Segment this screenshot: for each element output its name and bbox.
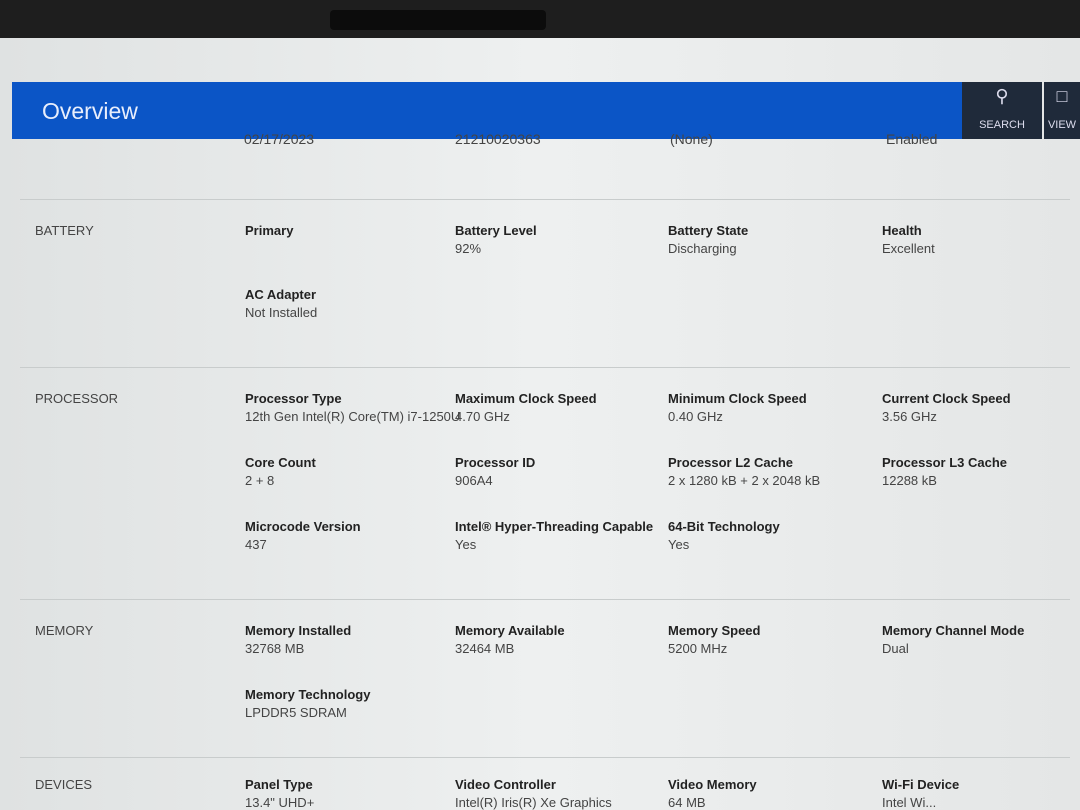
info-value: 2 + 8 (245, 473, 275, 488)
info-key: AC Adapter (245, 287, 317, 302)
info-value: Intel Wi... (882, 795, 937, 810)
info-value: 2 x 1280 kB + 2 x 2048 kB (668, 473, 821, 488)
info-item: Processor L3 Cache 12288 kB (882, 456, 1080, 488)
info-key: Processor Type (245, 391, 342, 406)
view-label: VIEW (1047, 119, 1077, 131)
info-value: Not Installed (245, 305, 318, 320)
info-value: 0.40 GHz (668, 409, 723, 424)
info-item: Wi-Fi Device Intel Wi... (882, 778, 1080, 810)
info-value: 4.70 GHz (455, 409, 510, 424)
section-devices: DEVICES Panel Type 13.4" UHD+ Video Control… (20, 757, 1070, 810)
info-item: Core Count 2 + 8 (245, 456, 475, 488)
info-key: Video Memory (668, 777, 757, 792)
screen: Overview ⚲ SEARCH □ VIEW 02/17/2023 2121… (0, 38, 1080, 810)
screen-bezel (0, 0, 1080, 38)
info-item: 64-Bit Technology Yes (668, 520, 878, 552)
info-key: Primary (245, 223, 294, 238)
info-key: 64-Bit Technology (668, 519, 780, 534)
page-title: Overview (42, 98, 138, 124)
info-item: Primary (245, 224, 475, 242)
info-value: Yes (455, 537, 477, 552)
info-item: Battery State Discharging (668, 224, 878, 256)
info-key: Intel® Hyper-Threading Capable (455, 519, 654, 534)
info-item: Processor Type 12th Gen Intel(R) Core(TM)… (245, 392, 475, 424)
info-key: Microcode Version (245, 519, 361, 534)
view-icon: □ (1056, 86, 1068, 106)
info-item: Processor L2 Cache 2 x 1280 kB + 2 x 2048… (668, 456, 878, 488)
info-key: Current Clock Speed (882, 391, 1011, 406)
info-item: Microcode Version 437 (245, 520, 475, 552)
info-key: Core Count (245, 455, 316, 470)
info-item: AC Adapter Not Installed (245, 288, 475, 320)
info-item: Memory Channel Mode Dual (882, 624, 1080, 656)
camera-notch (330, 10, 546, 30)
info-key: Processor L3 Cache (882, 455, 1008, 470)
info-value: 92% (455, 241, 482, 256)
info-value: Excellent (882, 241, 935, 256)
info-key: Panel Type (245, 777, 313, 792)
cut-value: 02/17/2023 (244, 131, 315, 147)
info-key: Health (882, 223, 922, 238)
search-label: SEARCH (979, 119, 1025, 131)
info-item: Processor ID 906A4 (455, 456, 665, 488)
info-item: Memory Installed 32768 MB (245, 624, 475, 656)
info-key: Memory Channel Mode (882, 623, 1025, 638)
info-item: Memory Technology LPDDR5 SDRAM (245, 688, 475, 720)
info-value: Intel(R) Iris(R) Xe Graphics (455, 795, 612, 810)
info-item: Health Excellent (882, 224, 1080, 256)
section-battery: BATTERY Primary Battery Level 92% Battery St… (20, 199, 1070, 367)
info-key: Memory Speed (668, 623, 761, 638)
info-item: Current Clock Speed 3.56 GHz (882, 392, 1080, 424)
section-memory: MEMORY Memory Installed 32768 MB Memory Ava… (20, 599, 1070, 757)
section-label: MEMORY (35, 623, 94, 638)
info-value: 64 MB (668, 795, 706, 810)
section-label: PROCESSOR (35, 391, 119, 406)
info-item: Minimum Clock Speed 0.40 GHz (668, 392, 878, 424)
info-item: Panel Type 13.4" UHD+ (245, 778, 475, 810)
info-item: Video Controller Intel(R) Iris(R) Xe Grap… (455, 778, 665, 810)
info-item: Video Memory 64 MB (668, 778, 878, 810)
info-key: Memory Available (455, 623, 565, 638)
info-value: 32768 MB (245, 641, 305, 656)
info-item: Memory Speed 5200 MHz (668, 624, 878, 656)
info-value: 906A4 (455, 473, 493, 488)
info-value: 437 (245, 537, 267, 552)
section-label: BATTERY (35, 223, 94, 238)
search-button[interactable]: ⚲ SEARCH (962, 82, 1042, 139)
info-key: Minimum Clock Speed (668, 391, 807, 406)
cut-value: Enabled (886, 131, 938, 147)
info-item: Maximum Clock Speed 4.70 GHz (455, 392, 665, 424)
info-key: Memory Technology (245, 687, 371, 702)
view-button[interactable]: □ VIEW (1044, 82, 1080, 139)
section-processor: PROCESSOR Processor Type 12th Gen Intel(R)… (20, 367, 1070, 599)
info-value: 32464 MB (455, 641, 515, 656)
info-key: Maximum Clock Speed (455, 391, 597, 406)
info-value: Yes (668, 537, 690, 552)
info-value: 12th Gen Intel(R) Core(TM) i7-1250U (245, 409, 461, 424)
search-icon: ⚲ (995, 86, 1009, 106)
info-item: Battery Level 92% (455, 224, 665, 256)
info-value: 5200 MHz (668, 641, 728, 656)
info-value: Dual (882, 641, 909, 656)
info-value: 13.4" UHD+ (245, 795, 315, 810)
info-key: Wi-Fi Device (882, 777, 960, 792)
info-key: Battery Level (455, 223, 537, 238)
info-item: Intel® Hyper-Threading Capable Yes (455, 520, 665, 552)
info-key: Processor L2 Cache (668, 455, 794, 470)
info-key: Battery State (668, 223, 749, 238)
info-key: Processor ID (455, 455, 536, 470)
info-value: Discharging (668, 241, 737, 256)
info-key: Video Controller (455, 777, 556, 792)
section-label: DEVICES (35, 777, 93, 792)
header-bar: Overview (12, 82, 962, 139)
info-value: LPDDR5 SDRAM (245, 705, 347, 720)
info-value: 3.56 GHz (882, 409, 937, 424)
info-value: 12288 kB (882, 473, 937, 488)
info-item: Memory Available 32464 MB (455, 624, 665, 656)
cut-value: (None) (670, 131, 713, 147)
info-key: Memory Installed (245, 623, 352, 638)
cut-value: 21210020363 (455, 131, 541, 147)
